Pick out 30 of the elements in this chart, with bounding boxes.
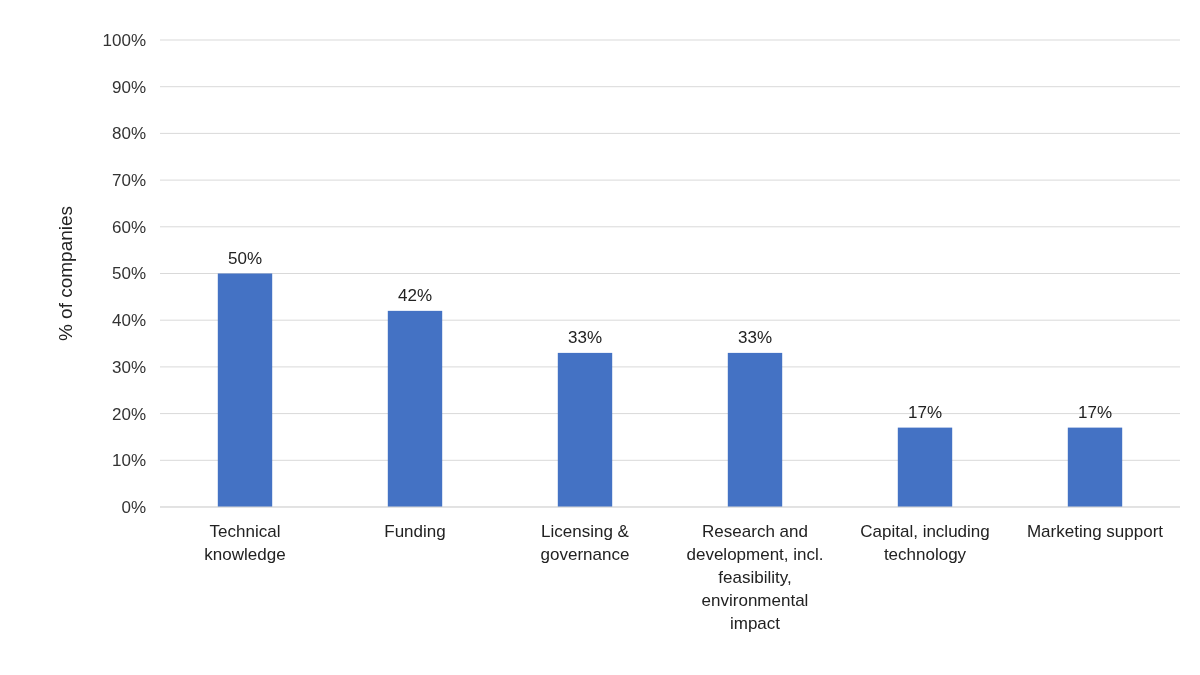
data-label: 17% [1077, 402, 1113, 422]
bar [1067, 427, 1123, 507]
y-tick-label: 70% [111, 171, 146, 191]
x-tick-label: Licensing & governance [540, 522, 630, 564]
bar [727, 352, 783, 507]
bar [897, 427, 953, 507]
y-tick-label: 20% [111, 404, 146, 424]
data-label: 17% [907, 402, 943, 422]
y-tick-label: 10% [111, 451, 146, 471]
y-tick-label: 0% [121, 497, 146, 517]
y-tick-label: 60% [111, 217, 146, 237]
x-tick-label: Funding [384, 522, 446, 541]
y-tick-label: 40% [111, 311, 146, 331]
y-tick-label: 30% [111, 357, 146, 377]
bar [387, 310, 443, 507]
data-label: 33% [737, 327, 773, 347]
y-axis-title: % of companies [55, 205, 76, 342]
x-tick-label: Technical knowledge [204, 522, 286, 564]
y-tick-label: 50% [111, 264, 146, 284]
x-tick-label: Capital, including technology [860, 522, 990, 564]
y-tick-label: 90% [111, 77, 146, 97]
data-label: 42% [397, 285, 433, 305]
bar [217, 273, 273, 507]
y-tick-label: 100% [102, 30, 146, 50]
bar [557, 352, 613, 507]
x-tick-label: Research and development, incl. feasibility, environmental impact [686, 522, 824, 633]
x-tick-label: Marketing support [1026, 522, 1164, 541]
data-label: 33% [567, 327, 603, 347]
data-label: 50% [227, 248, 263, 268]
y-tick-label: 80% [111, 124, 146, 144]
